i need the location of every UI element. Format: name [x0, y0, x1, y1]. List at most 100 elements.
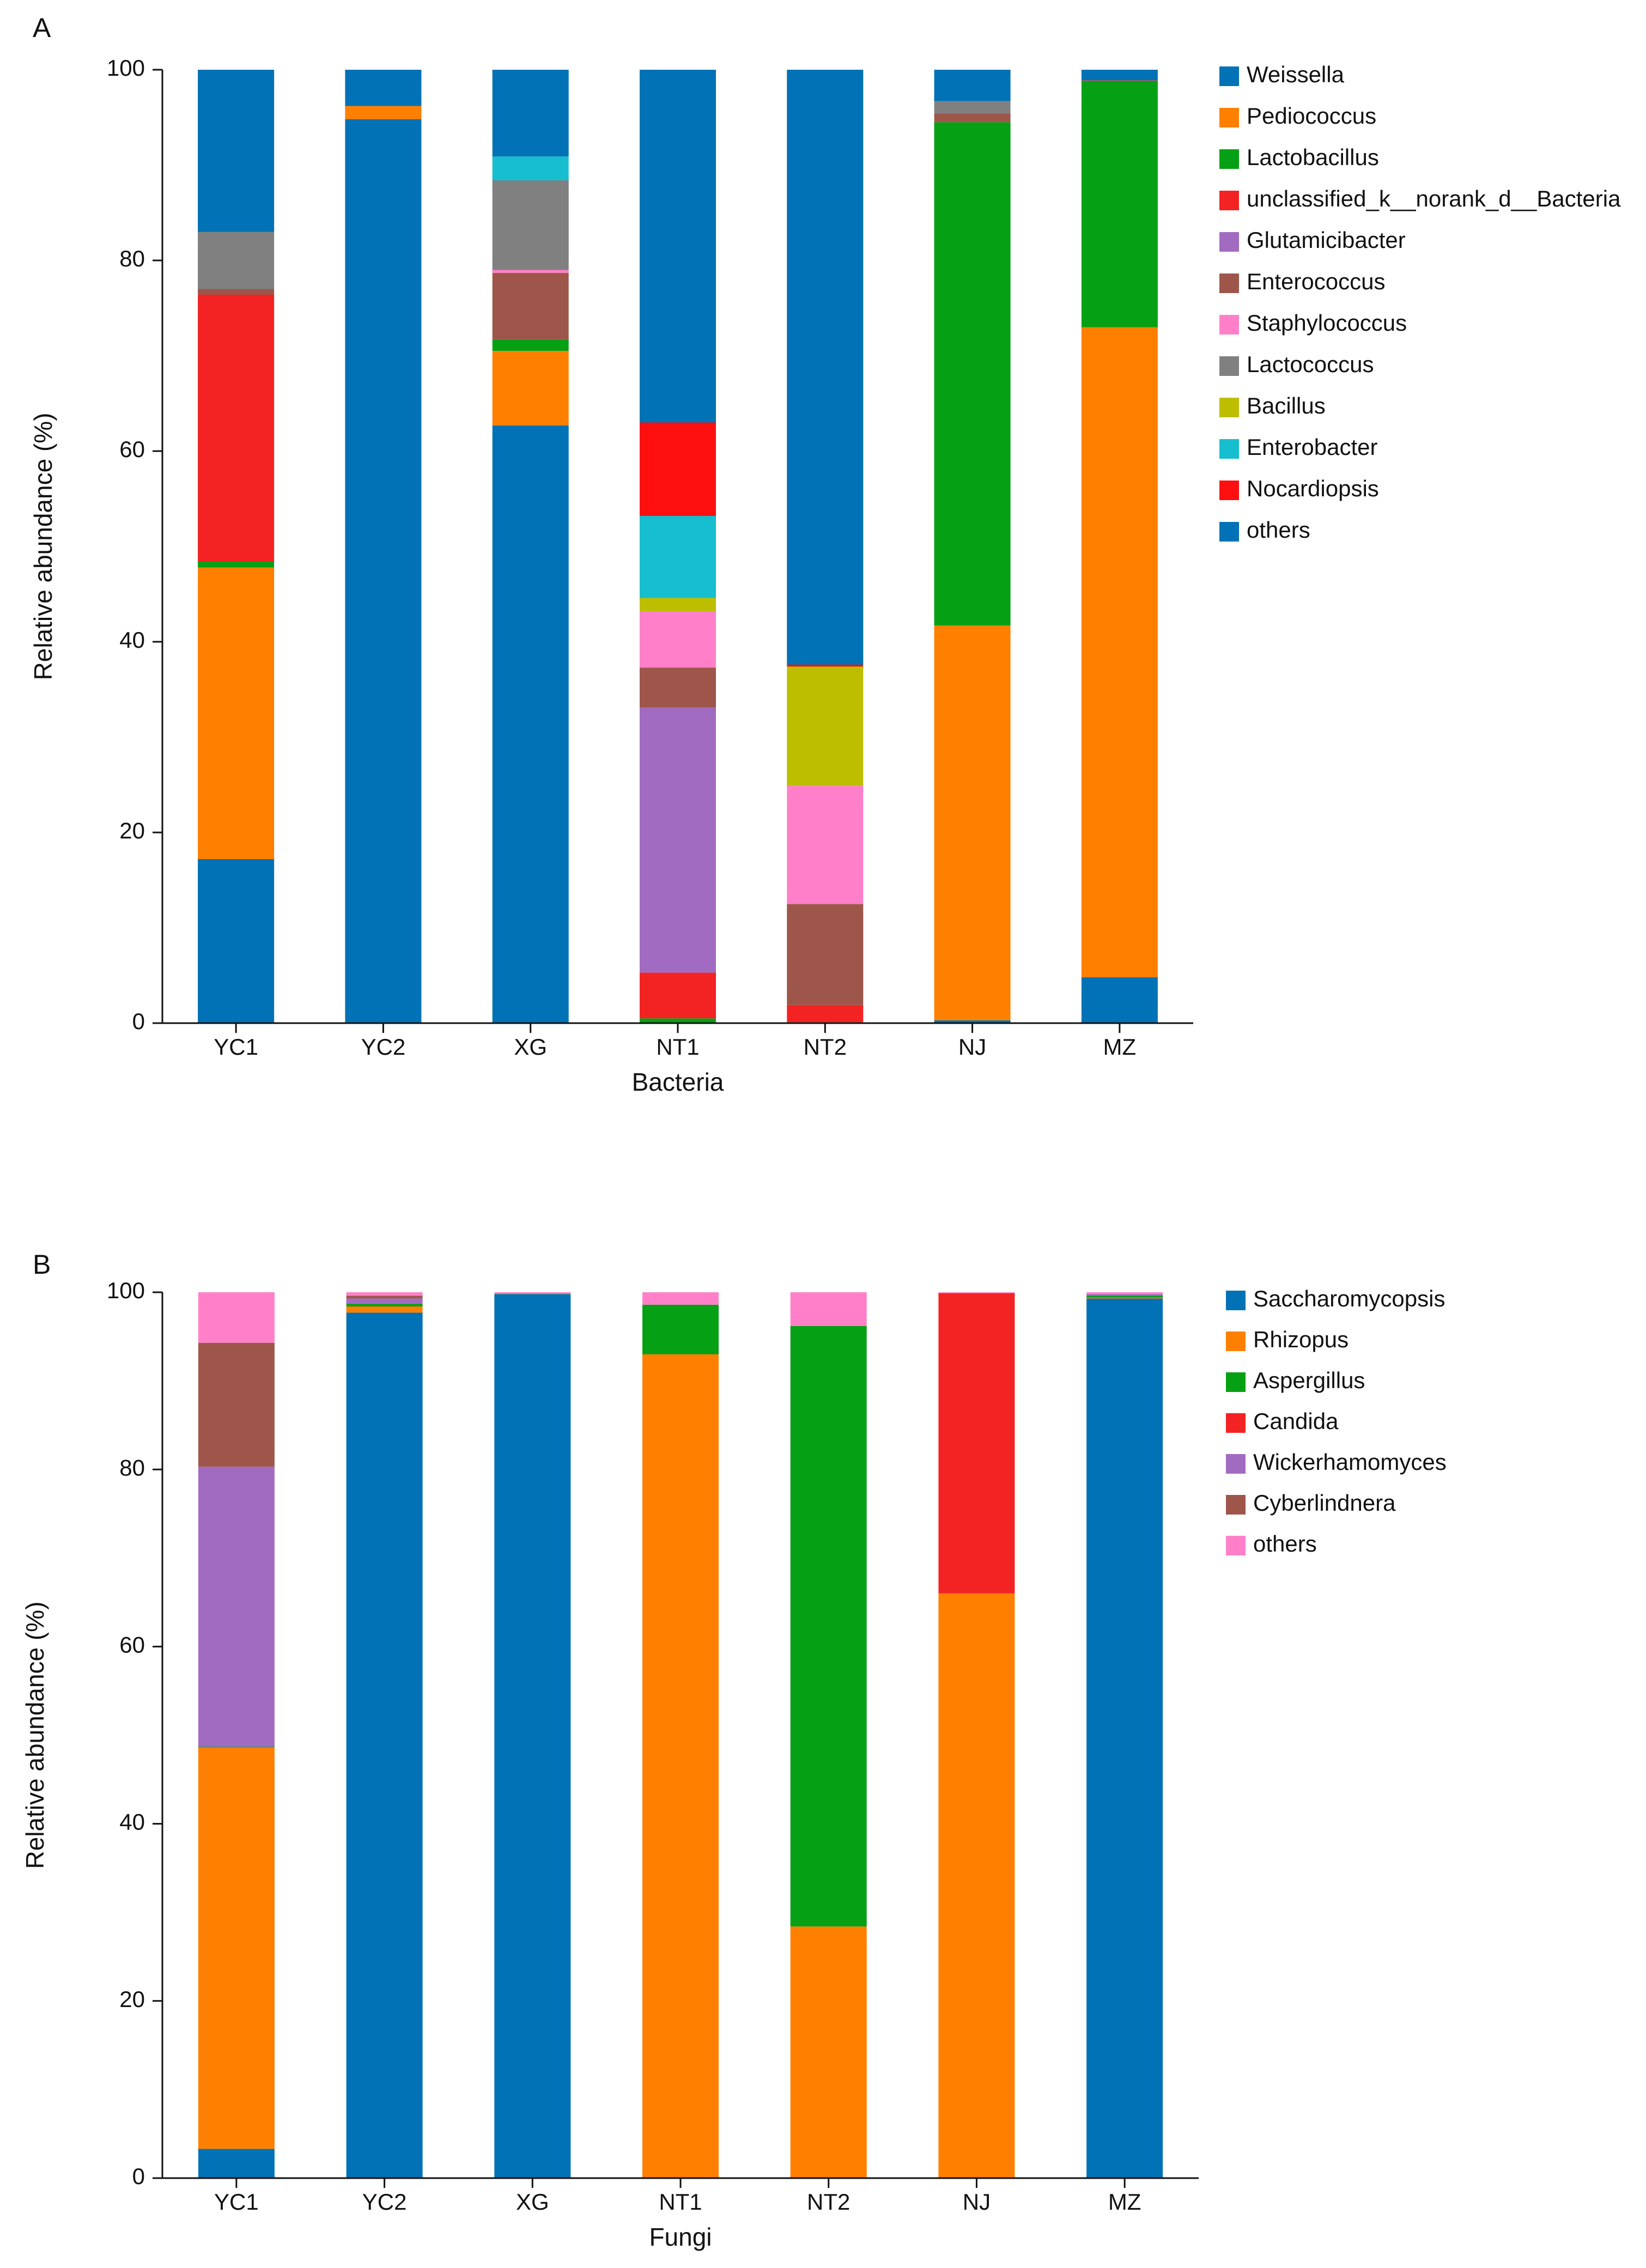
bar-segment-xg-enterococcus — [492, 272, 569, 340]
legend-label-others: others — [1247, 517, 1310, 543]
legend-swatch-cyberlindnera — [1226, 1495, 1246, 1515]
fungi-x-tick-label-nt2: NT2 — [807, 2189, 850, 2215]
bar-segment-mz-weissella — [1081, 977, 1158, 1023]
bar-segment-xg-pediococcus — [492, 351, 569, 425]
fungi-bars — [198, 1292, 1163, 2178]
bar-segment-yc1-lactococcus — [198, 232, 275, 289]
fungi-y-tick-label-60: 60 — [119, 1632, 145, 1657]
bar-segment-yc2-pediococcus — [345, 106, 422, 119]
bar-segment-nj-rhizopus — [938, 1593, 1015, 2178]
fungi-x-tick-label-xg: XG — [516, 2189, 549, 2215]
fungi-x-tick-label-nt1: NT1 — [659, 2189, 702, 2215]
legend-label-wickerhamomyces: Wickerhamomyces — [1253, 1449, 1447, 1475]
bar-segment-xg-lactococcus — [492, 180, 569, 270]
legend-label-others: others — [1253, 1531, 1317, 1556]
bar-segment-nt1-lactobacillus — [640, 1018, 716, 1024]
bar-segment-yc1-unclassified-k-norank-d-bacteria — [198, 295, 275, 562]
legend-label-rhizopus: Rhizopus — [1253, 1327, 1349, 1352]
bar-segment-nt1-unclassified-k-norank-d-bacteria — [640, 972, 716, 1019]
bacteria-x-tick-label-yc1: YC1 — [214, 1034, 258, 1060]
bacteria-legend: Weissella Pediococcus Lactobacillus unclass… — [1219, 62, 1621, 543]
legend-swatch-bacillus — [1219, 398, 1239, 417]
bacteria-y-tick-label-80: 80 — [119, 246, 145, 271]
fungi-legend: Saccharomycopsis Rhizopus Aspergillus Candi… — [1226, 1286, 1447, 1556]
bar-segment-yc1-rhizopus — [198, 1747, 275, 2149]
legend-label-unclassified-k-norank-d-bacteria: unclassified_k__norank_d__Bacteria — [1247, 186, 1621, 211]
fungi-y-tick-label-100: 100 — [107, 1278, 145, 1303]
bar-segment-xg-rhizopus — [494, 1293, 571, 1294]
bar-segment-nt1-glutamicibacter — [640, 707, 716, 973]
bar-segment-yc1-pediococcus — [198, 567, 275, 859]
bacteria-chart-panel: A 0 20 40 60 80 100 YC1 YC2 XG NT1 NT2 NJ MZ Bacteria R… — [29, 13, 1621, 1096]
bar-segment-nt1-others — [642, 1292, 719, 1305]
legend-label-pediococcus: Pediococcus — [1247, 103, 1376, 129]
fungi-x-axis-title: Fungi — [649, 2223, 712, 2251]
bar-segment-nt2-staphylococcus — [787, 786, 864, 904]
bacteria-y-tick-label-60: 60 — [119, 436, 145, 462]
bar-segment-nj-others — [934, 70, 1011, 101]
bar-segment-nt2-others — [787, 70, 864, 665]
bar-segment-yc2-aspergillus — [346, 1304, 423, 1306]
bacteria-x-axis-title: Bacteria — [632, 1068, 724, 1096]
legend-label-glutamicibacter: Glutamicibacter — [1247, 227, 1406, 253]
bar-segment-nt1-bacillus — [640, 598, 716, 611]
legend-swatch-rhizopus — [1226, 1331, 1246, 1351]
fungi-y-tick-label-20: 20 — [119, 1986, 145, 2012]
bacteria-y-tick-label-20: 20 — [119, 818, 145, 843]
legend-label-staphylococcus: Staphylococcus — [1247, 310, 1407, 336]
legend-swatch-aspergillus — [1226, 1372, 1246, 1392]
bacteria-x-tick-label-mz: MZ — [1103, 1034, 1137, 1060]
legend-label-lactococcus: Lactococcus — [1247, 351, 1374, 377]
bar-segment-mz-others — [1081, 70, 1158, 81]
legend-label-enterococcus: Enterococcus — [1247, 269, 1385, 294]
legend-swatch-glutamicibacter — [1219, 232, 1239, 252]
bar-segment-yc2-others — [345, 70, 422, 106]
bar-segment-nt2-bacillus — [787, 666, 864, 786]
legend-swatch-unclassified-k-norank-d-bacteria — [1219, 191, 1239, 210]
bacteria-y-tick-label-40: 40 — [119, 627, 145, 653]
bacteria-y-axis-title: Relative abundance (%) — [29, 413, 57, 680]
fungi-y-axis-title: Relative abundance (%) — [21, 1602, 49, 1869]
bar-segment-nt1-staphylococcus — [640, 611, 716, 668]
panel-label-fungi: B — [33, 1249, 51, 1280]
fungi-x-tick-label-nj: NJ — [963, 2189, 991, 2215]
bar-segment-yc1-aspergillus — [198, 1747, 275, 1748]
bar-segment-yc1-cyberlindnera — [198, 1342, 275, 1467]
bar-segment-nt1-others — [640, 70, 716, 423]
bar-segment-nj-enterococcus — [934, 113, 1011, 123]
legend-label-lactobacillus: Lactobacillus — [1247, 144, 1379, 170]
legend-swatch-pediococcus — [1219, 108, 1239, 127]
fungi-y-tick-label-40: 40 — [119, 1809, 145, 1835]
bacteria-x-tick-label-nj: NJ — [958, 1034, 986, 1060]
legend-label-bacillus: Bacillus — [1247, 393, 1326, 418]
legend-swatch-saccharomycopsis — [1226, 1291, 1246, 1310]
legend-swatch-lactobacillus — [1219, 149, 1239, 169]
fungi-x-tick-label-yc2: YC2 — [362, 2189, 407, 2215]
bar-segment-nt1-rhizopus — [642, 1354, 719, 2178]
bar-segment-yc1-lactobacillus — [198, 562, 275, 568]
bar-segment-nj-pediococcus — [934, 625, 1011, 1020]
bar-segment-mz-wickerhamomyces — [1086, 1294, 1163, 1296]
bar-segment-yc1-saccharomycopsis — [198, 2149, 275, 2178]
bar-segment-mz-rhizopus — [1086, 1297, 1163, 1299]
bar-segment-yc2-weissella — [345, 119, 422, 1023]
bar-segment-yc1-others — [198, 70, 275, 232]
bar-segment-yc2-others — [346, 1292, 423, 1296]
bar-segment-yc1-wickerhamomyces — [198, 1467, 275, 1747]
legend-label-enterobacter: Enterobacter — [1247, 434, 1377, 460]
bar-segment-xg-weissella — [492, 425, 569, 1024]
bar-segment-nj-candida — [938, 1293, 1015, 1594]
legend-swatch-enterobacter — [1219, 439, 1239, 459]
legend-label-aspergillus: Aspergillus — [1253, 1367, 1365, 1393]
legend-label-candida: Candida — [1253, 1408, 1339, 1434]
fungi-chart-panel: B 0 20 40 60 80 100 YC1 YC2 XG NT1 NT2 NJ MZ Fungi Rela… — [21, 1249, 1447, 2251]
legend-swatch-wickerhamomyces — [1226, 1454, 1246, 1474]
bacteria-y-tick-label-0: 0 — [132, 1008, 145, 1034]
bar-segment-mz-saccharomycopsis — [1086, 1298, 1163, 2178]
bar-segment-nt2-others — [790, 1292, 867, 1326]
bacteria-x-tick-label-nt2: NT2 — [804, 1034, 847, 1060]
bar-segment-nt2-aspergillus — [790, 1325, 867, 1927]
fungi-x-tick-label-mz: MZ — [1108, 2189, 1141, 2215]
bacteria-y-tick-label-100: 100 — [107, 55, 145, 81]
